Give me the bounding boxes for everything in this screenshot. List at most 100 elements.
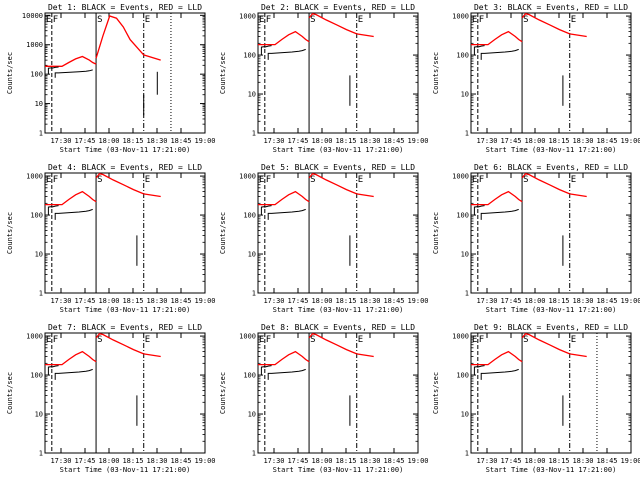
y-tick-label: 1000 <box>452 333 469 341</box>
x-tick-label: 18:30 <box>146 137 167 145</box>
y-tick-label: 1 <box>465 130 469 138</box>
series-line-events <box>54 368 93 380</box>
event-marker-label: E <box>571 15 576 25</box>
chart-title: Det 1: BLACK = Events, RED = LLD <box>48 3 202 12</box>
chart-title: Det 5: BLACK = Events, RED = LLD <box>261 163 415 172</box>
series-line-lld <box>471 30 523 46</box>
series-line-events <box>47 205 59 216</box>
series-line-lld <box>95 172 161 198</box>
x-tick-label: 19:00 <box>620 457 640 465</box>
event-marker-label: F <box>479 175 484 185</box>
x-tick-label: 18:30 <box>572 137 593 145</box>
y-tick-label: 10 <box>461 411 469 419</box>
x-tick-label: 18:00 <box>98 457 119 465</box>
x-axis-label: Start Time (03-Nov-11 17:21:00) <box>273 306 404 314</box>
chart-title: Det 6: BLACK = Events, RED = LLD <box>474 163 628 172</box>
series-line-events <box>473 205 485 216</box>
series-line-events <box>473 365 485 376</box>
series-line-lld <box>258 190 310 206</box>
x-tick-label: 18:15 <box>335 297 356 305</box>
event-marker-label: E <box>472 175 477 185</box>
event-marker-label: F <box>266 335 271 345</box>
x-tick-label: 18:45 <box>170 457 191 465</box>
x-tick-label: 18:30 <box>359 137 380 145</box>
event-marker-label: E <box>46 175 51 185</box>
x-tick-label: 17:30 <box>50 457 71 465</box>
event-marker-label: E <box>145 175 150 185</box>
event-marker-label: S <box>310 175 315 185</box>
series-line-events <box>54 69 93 78</box>
y-tick-label: 100 <box>243 52 256 60</box>
y-tick-label: 10 <box>35 251 43 259</box>
series-line-events <box>47 66 59 75</box>
series-line-lld <box>45 55 97 67</box>
event-marker-label: E <box>358 15 363 25</box>
x-tick-label: 18:45 <box>170 297 191 305</box>
series-line-lld <box>308 332 374 358</box>
y-tick-label: 1 <box>465 290 469 298</box>
x-tick-label: 17:45 <box>74 457 95 465</box>
x-tick-label: 17:45 <box>287 457 308 465</box>
chart-panel-9: Det 9: BLACK = Events, RED = LLD Counts/s… <box>432 323 640 474</box>
x-tick-label: 17:45 <box>74 297 95 305</box>
event-marker-label: S <box>310 335 315 345</box>
y-tick-label: 1 <box>39 290 43 298</box>
series-line-events <box>260 205 272 216</box>
x-tick-label: 17:30 <box>476 457 497 465</box>
y-axis-label: Counts/sec <box>432 52 440 94</box>
plot-frame <box>470 332 632 454</box>
plot-frame <box>257 332 419 454</box>
event-marker-label: E <box>259 335 264 345</box>
x-tick-label: 18:45 <box>596 297 617 305</box>
x-tick-label: 19:00 <box>407 297 428 305</box>
plot-frame <box>470 12 632 134</box>
event-marker-label: E <box>145 15 150 25</box>
chart-panel-6: Det 6: BLACK = Events, RED = LLD Counts/s… <box>432 163 640 314</box>
chart-title: Det 7: BLACK = Events, RED = LLD <box>48 323 202 332</box>
y-tick-label: 100 <box>243 372 256 380</box>
x-axis-label: Start Time (03-Nov-11 17:21:00) <box>60 146 191 154</box>
series-line-events <box>267 48 306 60</box>
series-line-lld <box>521 12 587 38</box>
x-axis-label: Start Time (03-Nov-11 17:21:00) <box>486 306 617 314</box>
y-axis-label: Counts/sec <box>432 212 440 254</box>
x-tick-label: 17:30 <box>476 137 497 145</box>
series-line-lld <box>308 172 374 198</box>
x-tick-label: 17:30 <box>50 297 71 305</box>
y-tick-label: 100 <box>243 212 256 220</box>
event-marker-label: S <box>97 335 102 345</box>
y-axis-label: Counts/sec <box>219 372 227 414</box>
x-tick-label: 19:00 <box>194 457 215 465</box>
x-axis-label: Start Time (03-Nov-11 17:21:00) <box>60 466 191 474</box>
y-tick-label: 100 <box>456 212 469 220</box>
y-tick-label: 100 <box>456 52 469 60</box>
x-tick-label: 18:00 <box>524 297 545 305</box>
x-tick-label: 19:00 <box>407 457 428 465</box>
x-tick-label: 17:45 <box>74 137 95 145</box>
y-tick-label: 1 <box>39 450 43 458</box>
y-tick-label: 1 <box>252 290 256 298</box>
x-tick-label: 17:30 <box>263 297 284 305</box>
y-tick-label: 1000 <box>26 41 43 49</box>
y-axis-label: Counts/sec <box>219 52 227 94</box>
x-tick-label: 18:30 <box>359 457 380 465</box>
x-tick-label: 17:30 <box>476 297 497 305</box>
x-axis-label: Start Time (03-Nov-11 17:21:00) <box>273 146 404 154</box>
x-tick-label: 17:30 <box>50 137 71 145</box>
y-axis-label: Counts/sec <box>6 372 14 414</box>
y-tick-label: 10 <box>35 411 43 419</box>
x-axis-label: Start Time (03-Nov-11 17:21:00) <box>60 306 191 314</box>
x-tick-label: 18:00 <box>311 137 332 145</box>
series-line-lld <box>95 332 161 358</box>
y-tick-label: 10 <box>248 91 256 99</box>
x-tick-label: 18:15 <box>548 457 569 465</box>
chart-title: Det 2: BLACK = Events, RED = LLD <box>261 3 415 12</box>
x-tick-label: 18:00 <box>524 137 545 145</box>
event-marker-label: S <box>97 15 102 25</box>
chart-panel-8: Det 8: BLACK = Events, RED = LLD Counts/s… <box>219 323 429 474</box>
event-marker-label: E <box>259 15 264 25</box>
x-tick-label: 18:30 <box>572 297 593 305</box>
event-marker-label: F <box>53 15 58 25</box>
series-line-events <box>54 208 93 220</box>
y-axis-label: Counts/sec <box>6 212 14 254</box>
